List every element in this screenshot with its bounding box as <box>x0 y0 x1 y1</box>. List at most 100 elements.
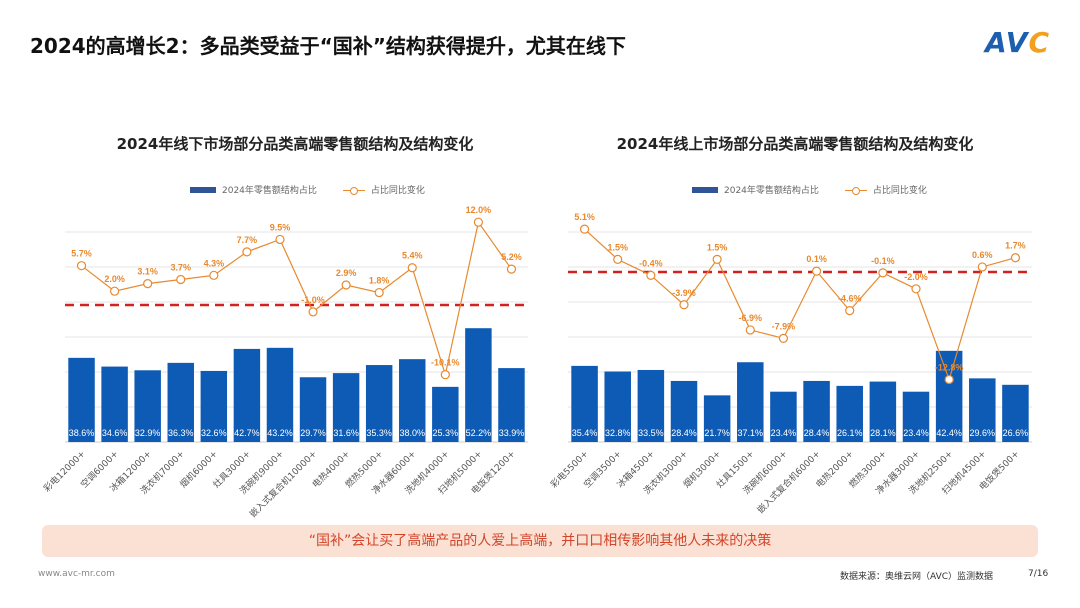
legend-label: 占比同比变化 <box>370 186 425 196</box>
change-point <box>374 287 384 298</box>
bar-label: 37.1% <box>738 428 764 438</box>
change-point <box>845 306 855 316</box>
change-point <box>341 280 351 290</box>
bar <box>266 347 294 442</box>
change-point <box>977 262 987 272</box>
bar-label: 42.4% <box>936 428 962 438</box>
page-title: 2024的高增长2：多品类受益于“国补”结构获得提升，尤其在线下 <box>30 34 626 58</box>
bar <box>1002 384 1029 442</box>
change-point <box>745 325 755 335</box>
change-label: 1.8% <box>369 276 390 286</box>
change-label: -2.0% <box>904 272 928 282</box>
change-line <box>584 228 1016 382</box>
bar-label: 31.6% <box>333 428 359 438</box>
change-point <box>242 247 252 257</box>
change-point <box>506 264 517 274</box>
bar <box>134 370 161 442</box>
change-point <box>712 254 722 264</box>
bar <box>399 359 426 442</box>
legend-label: 2024年零售额结构占比 <box>222 186 317 196</box>
change-point <box>440 370 450 380</box>
bar <box>803 380 830 442</box>
bar-label: 21.7% <box>704 428 730 438</box>
bar-label: 35.3% <box>366 428 392 438</box>
bar <box>299 377 327 442</box>
change-label: 0.6% <box>972 250 993 260</box>
bar <box>935 350 963 442</box>
change-label: -7.9% <box>772 321 796 331</box>
bar-label: 32.9% <box>135 428 161 438</box>
data-source: 数据来源：奥维云网（AVC）监测数据 <box>840 572 994 582</box>
category-label: 彩电12000+ <box>41 448 88 495</box>
legend-bar-swatch <box>190 186 216 193</box>
bar <box>836 385 863 442</box>
change-label: 4.3% <box>204 258 225 268</box>
change-label: -6.9% <box>739 313 763 323</box>
bar <box>68 357 95 442</box>
change-label: -0.4% <box>639 258 663 268</box>
change-point <box>679 300 689 310</box>
bar <box>604 371 631 442</box>
bar-label: 43.2% <box>267 428 293 438</box>
change-point <box>473 217 483 227</box>
legend-label: 2024年零售额结构占比 <box>724 186 819 196</box>
bar <box>571 365 598 442</box>
bar <box>167 362 194 442</box>
bar <box>498 368 525 442</box>
bar-label: 32.6% <box>201 428 227 438</box>
change-label: 12.0% <box>466 205 492 215</box>
bar-label: 34.6% <box>102 428 128 438</box>
bar <box>465 328 492 442</box>
bar <box>902 391 930 442</box>
change-point <box>407 263 417 273</box>
website: www.avc-mr.com <box>38 569 115 579</box>
change-label: 1.7% <box>1005 241 1026 251</box>
change-point <box>579 224 590 234</box>
bar-label: 29.7% <box>300 428 326 438</box>
change-label: 5.4% <box>402 251 423 261</box>
legend-label: 占比同比变化 <box>872 186 927 196</box>
change-label: 5.7% <box>71 249 92 259</box>
chart-title-online: 2024年线上市场部分品类高端零售额结构及结构变化 <box>616 135 974 153</box>
conclusion-banner: “国补”会让买了高端产品的人爱上高端，并口口相传影响其他人未来的决策 <box>42 525 1038 557</box>
bar <box>703 395 731 442</box>
change-point <box>878 268 888 278</box>
bar <box>869 381 897 442</box>
bar <box>670 380 698 442</box>
bar <box>432 386 459 442</box>
legend-offline: 2024年零售额结构占比 占比同比变化 <box>190 183 425 196</box>
bar-label: 35.4% <box>572 428 598 438</box>
change-label: 2.9% <box>336 268 357 278</box>
change-label: 5.2% <box>501 252 522 262</box>
change-label: 3.7% <box>170 262 191 272</box>
bar-label: 28.4% <box>671 428 697 438</box>
change-line <box>81 220 512 378</box>
bar-label: 28.4% <box>804 428 830 438</box>
change-point <box>308 307 318 317</box>
change-label: -10.1% <box>431 358 460 368</box>
bar-label: 23.4% <box>771 428 797 438</box>
bar <box>737 362 764 442</box>
change-point <box>911 284 921 294</box>
legend-line-swatch <box>342 185 365 195</box>
change-point <box>1010 253 1021 263</box>
change-label: 0.1% <box>806 254 827 264</box>
change-label: 9.5% <box>270 222 291 232</box>
legend-bar-swatch <box>692 186 718 193</box>
avc-logo: AVC <box>984 26 1050 59</box>
change-label: -12.8% <box>935 363 964 373</box>
change-point <box>76 261 87 271</box>
bar-label: 32.8% <box>605 428 631 438</box>
bar-label: 38.6% <box>69 428 95 438</box>
bar <box>332 373 360 442</box>
change-point <box>275 234 285 245</box>
change-point <box>646 270 656 280</box>
chart-title-offline: 2024年线下市场部分品类高端零售额结构及结构变化 <box>116 135 474 153</box>
change-point <box>613 254 623 264</box>
bar-label: 42.7% <box>234 428 260 438</box>
change-label: -4.6% <box>838 294 862 304</box>
change-point <box>110 286 120 296</box>
bar-label: 33.5% <box>638 428 664 438</box>
legend-online: 2024年零售额结构占比 占比同比变化 <box>692 183 927 196</box>
